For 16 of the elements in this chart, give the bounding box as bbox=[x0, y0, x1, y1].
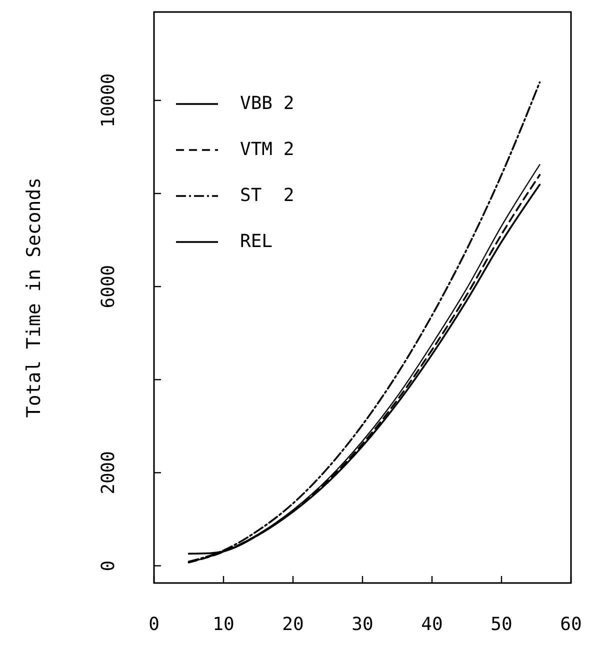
y-tick-label: 10000 bbox=[98, 73, 119, 128]
legend-label: VTM 2 bbox=[240, 138, 294, 160]
x-tick-label: 20 bbox=[282, 614, 304, 635]
y-axis-title: Total Time in Seconds bbox=[23, 177, 45, 418]
y-tick-label: 2000 bbox=[98, 451, 119, 494]
legend-label: REL bbox=[240, 230, 273, 252]
x-tick-label: 40 bbox=[421, 614, 443, 635]
y-tick-label: 6000 bbox=[98, 264, 119, 308]
legend-label: VBB 2 bbox=[240, 92, 294, 114]
y-tick-label: 0 bbox=[98, 560, 119, 572]
x-tick-label: 60 bbox=[560, 614, 582, 635]
x-tick-label: 0 bbox=[148, 614, 160, 635]
x-tick-label: 10 bbox=[212, 614, 234, 635]
x-tick-label: 50 bbox=[490, 614, 512, 635]
x-tick-label: 30 bbox=[352, 614, 374, 635]
legend-label: ST 2 bbox=[240, 184, 294, 206]
